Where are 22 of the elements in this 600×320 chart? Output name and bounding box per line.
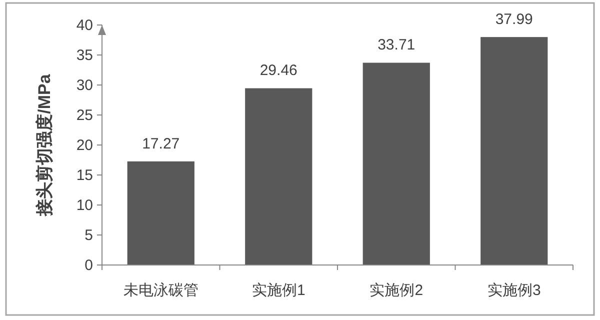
y-tick-label: 15	[76, 167, 93, 184]
bar	[245, 88, 312, 265]
x-tick-label: 实施例3	[487, 282, 541, 299]
x-tick-label: 未电泳碳管	[123, 282, 198, 299]
y-tick-label: 20	[76, 137, 93, 154]
x-tick-label: 实施例2	[370, 282, 424, 299]
data-label: 17.27	[142, 135, 180, 152]
data-label: 33.71	[378, 36, 416, 54]
y-tick-label: 10	[76, 197, 93, 214]
y-tick-label: 35	[76, 47, 93, 64]
y-tick-label: 0	[84, 257, 93, 274]
y-tick-label: 5	[84, 227, 93, 244]
y-tick-label: 40	[76, 17, 93, 34]
x-tick-label: 实施例1	[252, 282, 306, 299]
data-label: 29.46	[260, 62, 298, 80]
y-tick-label: 25	[76, 107, 93, 124]
bar	[362, 62, 430, 265]
y-tick-label: 30	[76, 77, 93, 94]
data-label: 37.99	[495, 11, 533, 28]
bar	[127, 161, 194, 265]
bar	[480, 37, 548, 265]
y-axis-title: 接头剪切强度/MPa	[35, 74, 54, 217]
